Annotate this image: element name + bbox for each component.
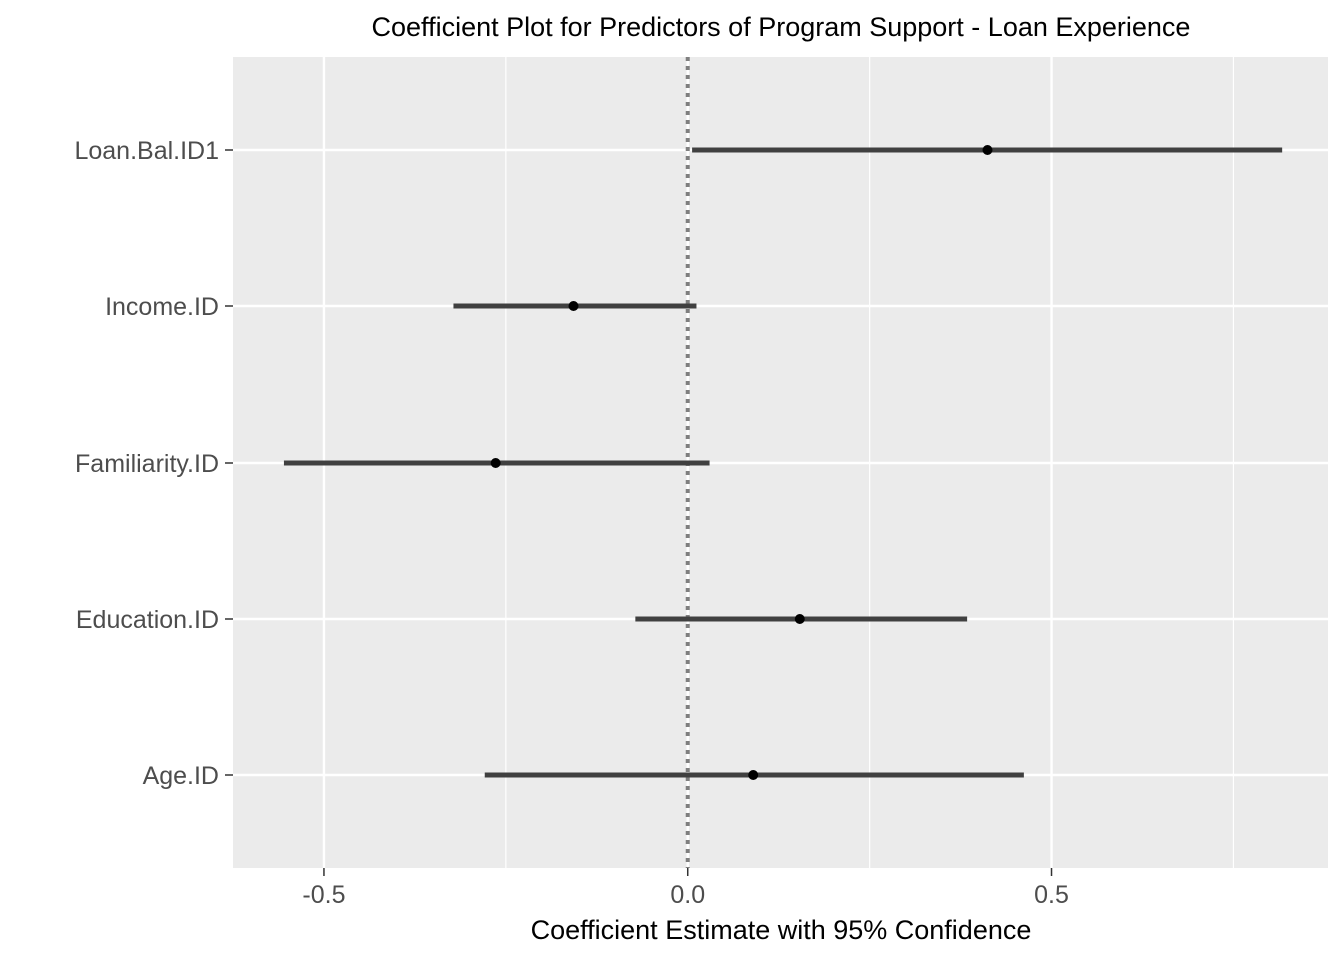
y-tick-label: Income.ID	[105, 293, 219, 321]
y-axis: Loan.Bal.ID1 Income.ID Familiarity.ID Educa…	[74, 137, 233, 790]
x-tick-label: 0.5	[1034, 881, 1069, 909]
y-tick-label: Education.ID	[76, 606, 219, 634]
x-tick-label: -0.5	[302, 881, 345, 909]
x-tick-label: 0.0	[670, 881, 705, 909]
coefficient-points	[490, 145, 993, 780]
coefficient-point	[982, 145, 993, 155]
coefficient-point	[794, 614, 805, 624]
y-tick-label: Familiarity.ID	[75, 450, 219, 478]
x-axis-label: Coefficient Estimate with 95% Confidence	[531, 915, 1032, 945]
y-tick-label: Age.ID	[143, 762, 219, 790]
y-tick-label: Loan.Bal.ID1	[74, 137, 219, 165]
chart-title: Coefficient Plot for Predictors of Progr…	[372, 12, 1191, 42]
x-axis: -0.5 0.0 0.5	[302, 868, 1069, 909]
coefficient-point	[748, 770, 759, 780]
coefficient-point	[568, 301, 579, 311]
coefficient-point	[490, 458, 501, 468]
